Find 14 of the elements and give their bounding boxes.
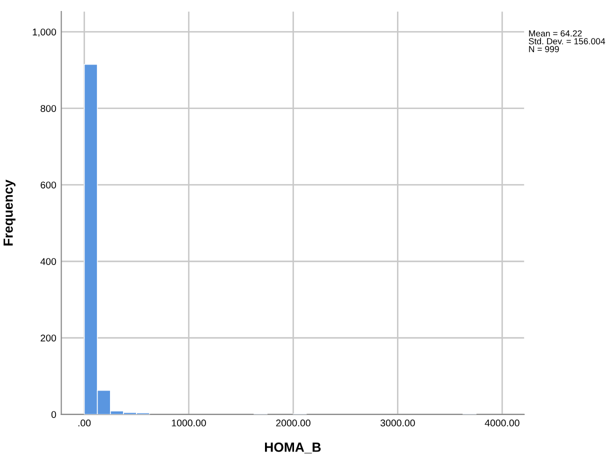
y-tick-label: 400: [40, 258, 56, 265]
y-tick-label: 800: [40, 105, 56, 112]
y-tick-label: 1,000: [32, 28, 56, 37]
y-tick-label: 600: [40, 182, 56, 188]
x-tick-label: 2000.00: [276, 420, 310, 426]
x-axis-title: HOMA_B: [265, 442, 321, 454]
text: Mean = 64.22 Std. Dev. = 156.004 N = 999: [528, 30, 606, 52]
x-tick-label: 4000.00: [484, 420, 520, 426]
x-tick-label: 1000.00: [172, 420, 206, 426]
x-tick-label: 3000.00: [380, 420, 415, 426]
x-tick-label: .00: [78, 420, 91, 426]
y-tick-label: 0: [51, 411, 56, 418]
y-axis-title: Frequency: [4, 180, 16, 246]
y-tick-label: 200: [40, 334, 56, 342]
